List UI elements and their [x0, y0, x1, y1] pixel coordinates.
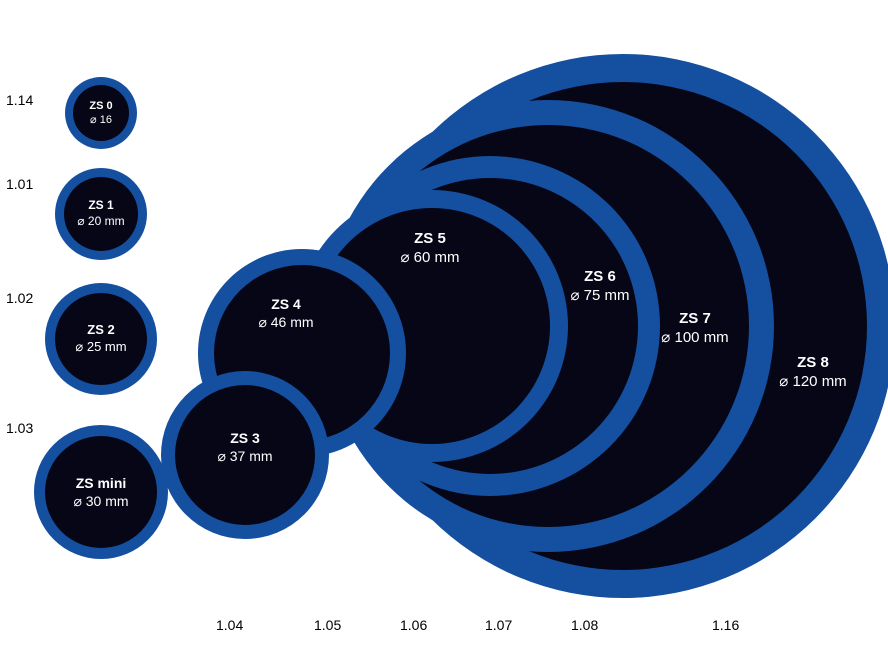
patch-name-zs3: ZS 3: [217, 429, 272, 447]
patch-name-zs6: ZS 6: [570, 267, 629, 287]
index-label-5: 1.05: [314, 617, 341, 633]
patch-label-zs6: ZS 6⌀ 75 mm: [570, 267, 629, 306]
patch-label-zs0: ZS 0⌀ 16: [89, 99, 112, 128]
index-label-4: 1.04: [216, 617, 243, 633]
patch-name-zs4: ZS 4: [258, 295, 313, 313]
patch-zs0: ZS 0⌀ 16: [65, 77, 137, 149]
patch-name-zs5: ZS 5: [400, 229, 459, 249]
index-label-3: 1.03: [6, 420, 33, 436]
patch-name-zs2: ZS 2: [75, 322, 126, 339]
patch-label-zs4: ZS 4⌀ 46 mm: [258, 295, 313, 331]
patch-label-zs3: ZS 3⌀ 37 mm: [217, 429, 272, 465]
patch-zs3: ZS 3⌀ 37 mm: [161, 371, 329, 539]
index-label-7: 1.07: [485, 617, 512, 633]
patch-label-zs5: ZS 5⌀ 60 mm: [400, 229, 459, 268]
index-label-2: 1.02: [6, 290, 33, 306]
patch-dia-zs8: ⌀ 120 mm: [779, 372, 846, 392]
patch-name-zsmini: ZS mini: [73, 474, 128, 492]
patch-dia-zs5: ⌀ 60 mm: [400, 248, 459, 268]
patch-dia-zs4: ⌀ 46 mm: [258, 313, 313, 331]
patch-zs2: ZS 2⌀ 25 mm: [45, 283, 157, 395]
patch-dia-zs3: ⌀ 37 mm: [217, 447, 272, 465]
index-label-1: 1.01: [6, 176, 33, 192]
index-label-8: 1.08: [571, 617, 598, 633]
patch-name-zs7: ZS 7: [661, 309, 728, 329]
patch-label-zs1: ZS 1⌀ 20 mm: [77, 198, 124, 229]
patch-label-zs2: ZS 2⌀ 25 mm: [75, 322, 126, 356]
patch-name-zs8: ZS 8: [779, 353, 846, 373]
patch-label-zsmini: ZS mini⌀ 30 mm: [73, 474, 128, 510]
diagram-canvas: ZS 8⌀ 120 mmZS 7⌀ 100 mmZS 6⌀ 75 mmZS 5⌀…: [0, 0, 888, 666]
patch-name-zs0: ZS 0: [89, 99, 112, 113]
patch-zs1: ZS 1⌀ 20 mm: [55, 168, 147, 260]
patch-dia-zs1: ⌀ 20 mm: [77, 214, 124, 230]
index-label-0: 1.14: [6, 92, 33, 108]
patch-dia-zsmini: ⌀ 30 mm: [73, 492, 128, 510]
patch-zsmini: ZS mini⌀ 30 mm: [34, 425, 168, 559]
index-label-6: 1.06: [400, 617, 427, 633]
index-label-9: 1.16: [712, 617, 739, 633]
patch-dia-zs6: ⌀ 75 mm: [570, 286, 629, 306]
patch-label-zs8: ZS 8⌀ 120 mm: [779, 353, 846, 392]
patch-dia-zs7: ⌀ 100 mm: [661, 328, 728, 348]
patch-dia-zs2: ⌀ 25 mm: [75, 339, 126, 356]
patch-dia-zs0: ⌀ 16: [89, 113, 112, 127]
patch-label-zs7: ZS 7⌀ 100 mm: [661, 309, 728, 348]
patch-name-zs1: ZS 1: [77, 198, 124, 214]
